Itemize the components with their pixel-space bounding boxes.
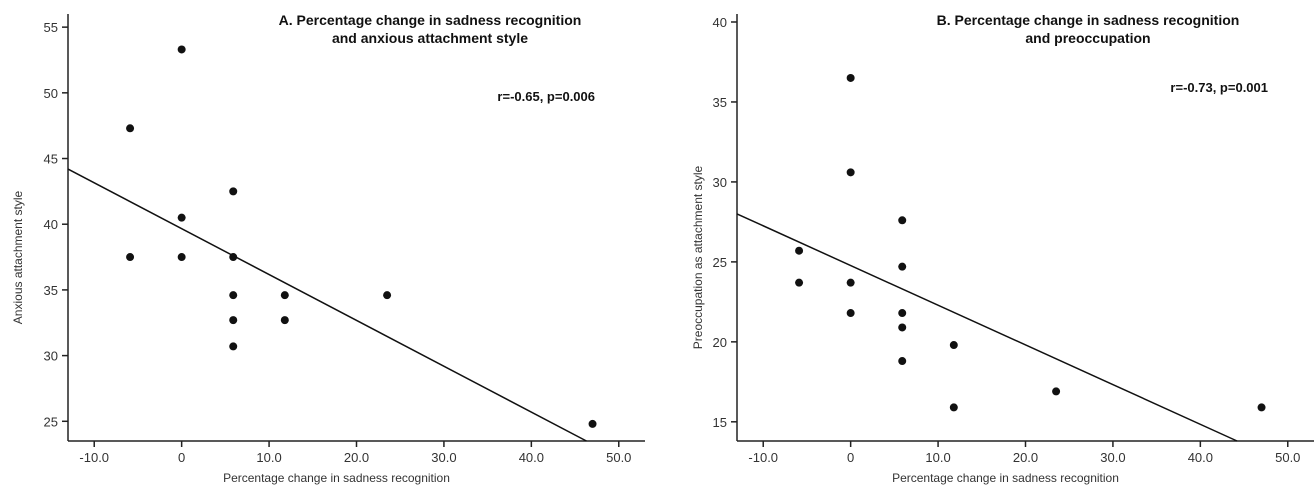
data-point bbox=[126, 253, 135, 262]
y-tick-label: 30 bbox=[44, 349, 58, 364]
x-tick-label: 40.0 bbox=[519, 450, 544, 465]
x-tick-label: 50.0 bbox=[606, 450, 631, 465]
data-point bbox=[1257, 403, 1266, 412]
data-point bbox=[846, 168, 855, 177]
chart-title-line: and preoccupation bbox=[1025, 30, 1150, 46]
x-tick-label: -10.0 bbox=[79, 450, 109, 465]
data-point bbox=[229, 316, 238, 325]
x-tick-label: 10.0 bbox=[256, 450, 281, 465]
y-tick-label: 40 bbox=[713, 15, 727, 30]
data-point bbox=[949, 403, 958, 412]
data-point bbox=[588, 419, 597, 428]
y-tick-label: 25 bbox=[44, 414, 58, 429]
data-point bbox=[949, 341, 958, 350]
data-point bbox=[229, 187, 238, 196]
chart-panel-a: -10.0 0 10.0 20.0 30.0 40.0 50.0 25 30 35 40 45 50 55… bbox=[11, 12, 645, 485]
y-tick-label: 20 bbox=[713, 335, 727, 350]
y-tick-label: 40 bbox=[44, 217, 58, 232]
data-point bbox=[795, 278, 804, 287]
data-point bbox=[280, 291, 289, 300]
data-point bbox=[177, 213, 186, 222]
correlation-annotation: r=-0.65, p=0.006 bbox=[497, 89, 595, 104]
chart-panel-b: -10.0 0 10.0 20.0 30.0 40.0 50.0 15 20 25 30 35 40 Pe… bbox=[691, 12, 1314, 485]
data-point bbox=[383, 291, 392, 300]
regression-line bbox=[67, 168, 587, 442]
x-tick-label: 50.0 bbox=[1275, 450, 1300, 465]
x-tick-label: 0 bbox=[178, 450, 185, 465]
y-axis-label: Anxious attachment style bbox=[11, 190, 25, 324]
data-point bbox=[898, 216, 907, 225]
data-point bbox=[898, 357, 907, 366]
data-point bbox=[898, 323, 907, 332]
data-point bbox=[846, 278, 855, 287]
data-point bbox=[846, 309, 855, 318]
data-point bbox=[229, 342, 238, 351]
data-point bbox=[126, 124, 135, 133]
chart-title-line: A. Percentage change in sadness recognit… bbox=[279, 12, 582, 28]
y-axis-label: Preoccupation as attachment style bbox=[691, 165, 705, 349]
chart-title-line: and anxious attachment style bbox=[332, 30, 528, 46]
y-tick-label: 50 bbox=[44, 86, 58, 101]
y-tick-label: 35 bbox=[713, 95, 727, 110]
data-point bbox=[846, 73, 855, 82]
data-point bbox=[229, 291, 238, 300]
data-point bbox=[795, 246, 804, 255]
y-tick-label: 15 bbox=[713, 415, 727, 430]
x-tick-label: -10.0 bbox=[748, 450, 778, 465]
data-point bbox=[898, 262, 907, 271]
data-point bbox=[1052, 387, 1061, 396]
chart-title-line: B. Percentage change in sadness recognit… bbox=[937, 12, 1240, 28]
x-tick-label: 30.0 bbox=[1100, 450, 1125, 465]
x-tick-label: 0 bbox=[847, 450, 854, 465]
data-point bbox=[177, 45, 186, 54]
y-tick-label: 25 bbox=[713, 255, 727, 270]
regression-line bbox=[736, 213, 1238, 442]
data-point bbox=[229, 253, 238, 262]
data-point bbox=[898, 309, 907, 318]
data-point bbox=[177, 253, 186, 262]
y-tick-label: 45 bbox=[44, 152, 58, 167]
data-point bbox=[280, 316, 289, 325]
x-tick-label: 20.0 bbox=[1013, 450, 1038, 465]
x-tick-label: 40.0 bbox=[1188, 450, 1213, 465]
x-tick-label: 10.0 bbox=[925, 450, 950, 465]
x-axis-label: Percentage change in sadness recognition bbox=[892, 471, 1119, 485]
y-tick-label: 55 bbox=[44, 20, 58, 35]
y-tick-label: 35 bbox=[44, 283, 58, 298]
x-tick-label: 30.0 bbox=[431, 450, 456, 465]
x-axis-label: Percentage change in sadness recognition bbox=[223, 471, 450, 485]
x-tick-label: 20.0 bbox=[344, 450, 369, 465]
correlation-annotation: r=-0.73, p=0.001 bbox=[1170, 80, 1268, 95]
y-tick-label: 30 bbox=[713, 175, 727, 190]
